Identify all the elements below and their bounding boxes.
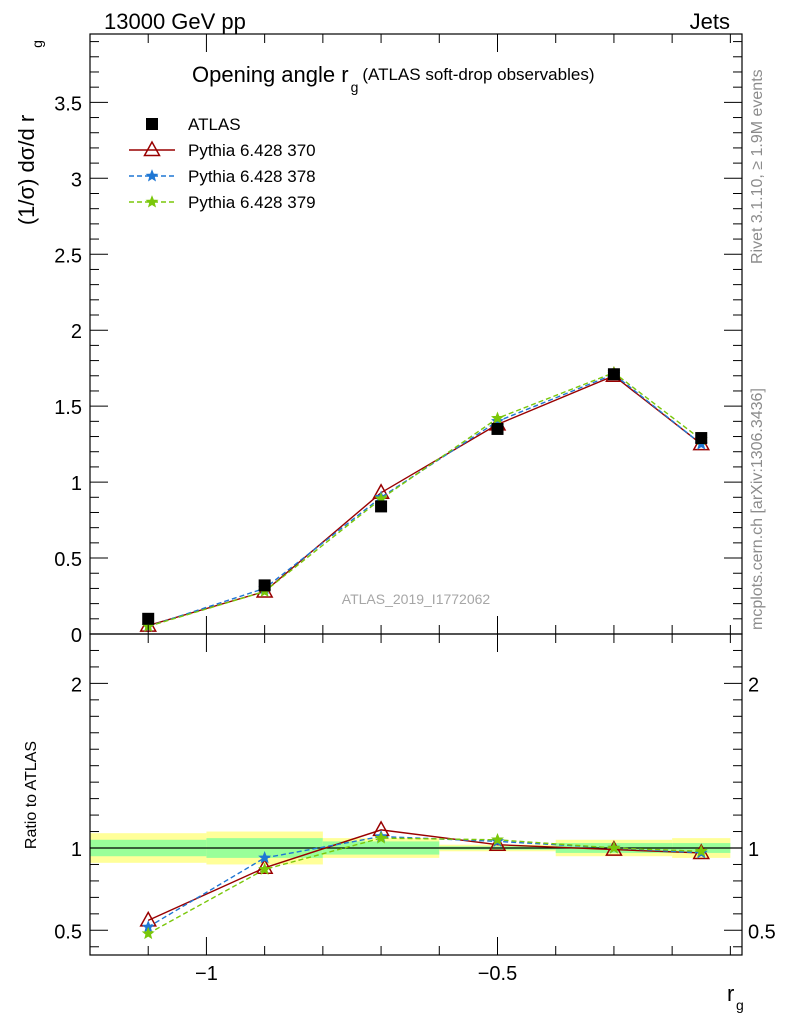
legend-marker-1 [145,169,159,182]
series-point-ratio-1 [258,851,272,864]
y-axis-label-ratio: Ratio to ATLAS [23,741,40,849]
data-point-atlas [491,422,504,435]
legend-marker-0 [143,140,161,157]
svg-text:r: r [727,981,734,1006]
chart-title-paren: (ATLAS soft-drop observables) [362,65,594,84]
svg-text:g: g [29,40,45,48]
ratio-panel-background [90,831,742,865]
data-point-atlas [375,500,388,513]
y-tick-label-main: 2 [71,321,82,343]
y-tick-label-ratio-right: 2 [748,674,759,696]
main-plot [139,365,711,632]
series-line-main-0 [148,374,702,627]
header-left: 13000 GeV pp [104,9,246,34]
series-point-ratio-0 [255,858,274,875]
y-tick-label-main: 0 [71,625,82,647]
header-right: Jets [690,9,730,34]
svg-text:mcplots.cern.ch [arXiv:1306.34: mcplots.cern.ch [arXiv:1306.3436] [749,388,766,630]
series-point-ratio-0 [488,835,507,851]
svg-text:(1/σ) dσ/d r: (1/σ) dσ/d r [14,115,39,225]
series-line-ratio-0 [147,829,702,922]
y-tick-label-main: 1 [71,473,82,495]
series-point-main-2 [491,411,504,424]
y-tick-label-ratio-right: 1 [748,839,759,861]
data-point-atlas [142,612,155,625]
chart-title: Opening angle r g (ATLAS soft-drop obser… [192,62,594,95]
y-tick-label-ratio: 2 [71,674,82,696]
y-tick-label-ratio-right: 0.5 [748,921,776,943]
axes-frames: 0 0.5 1 1.5 2 2.5 3 3.5 0.5 0.5 1 1 2 2 −1 −0.5 [54,33,776,985]
legend-marker-2 [145,195,159,208]
svg-text:g: g [736,997,744,1013]
series-point-ratio-2 [141,926,155,940]
legend-label-1: Pythia 6.428 378 [188,167,316,186]
ratio-plot [139,820,711,940]
series-point-ratio-2 [258,862,272,875]
data-point-atlas [607,368,620,381]
y-tick-label-main: 2.5 [54,245,82,267]
legend: ATLAS Pythia 6.428 370 Pythia 6.428 378 Pyt… [129,115,316,212]
y-tick-label-ratio: 1 [71,839,82,861]
y-tick-label-ratio: 0.5 [54,921,82,943]
legend-label-atlas: ATLAS [188,115,241,134]
legend-label-2: Pythia 6.428 379 [188,193,316,212]
y-axis-label-main-sub: g [29,40,45,48]
chart-title-main: Opening angle r [192,62,349,87]
ratio-frame [89,633,743,956]
series-point-ratio-2 [374,831,388,844]
y-axis-label-main: (1/σ) dσ/d r [14,115,39,225]
series-line-ratio-1 [147,835,702,928]
y-tick-label-main: 3.5 [54,93,82,115]
svg-text:Ratio to ATLAS: Ratio to ATLAS [23,741,40,849]
x-axis-label: r g [727,981,744,1013]
x-tick-label: −0.5 [478,963,517,985]
svg-text:Rivet 3.1.10, ≥ 1.9M events: Rivet 3.1.10, ≥ 1.9M events [749,69,766,264]
legend-marker-atlas [146,118,158,130]
series-line-main-2 [147,371,702,628]
series-point-ratio-2 [607,841,621,854]
series-line-main-1 [147,373,702,628]
x-tick-label: −1 [195,963,218,985]
y-tick-label-main: 1.5 [54,397,82,419]
watermark: ATLAS_2019_I1772062 [342,591,491,607]
legend-label-0: Pythia 6.428 370 [188,141,316,160]
data-point-atlas [258,579,271,592]
side-label-mcplots: mcplots.cern.ch [arXiv:1306.3436] [749,388,766,630]
y-tick-label-main: 0.5 [54,549,82,571]
chart-title-subscript: g [351,79,359,95]
y-tick-label-main: 3 [71,169,82,191]
data-point-atlas [695,432,708,445]
series-point-ratio-2 [491,832,504,846]
series-point-ratio-2 [694,844,708,857]
side-label-rivet: Rivet 3.1.10, ≥ 1.9M events [749,69,766,264]
